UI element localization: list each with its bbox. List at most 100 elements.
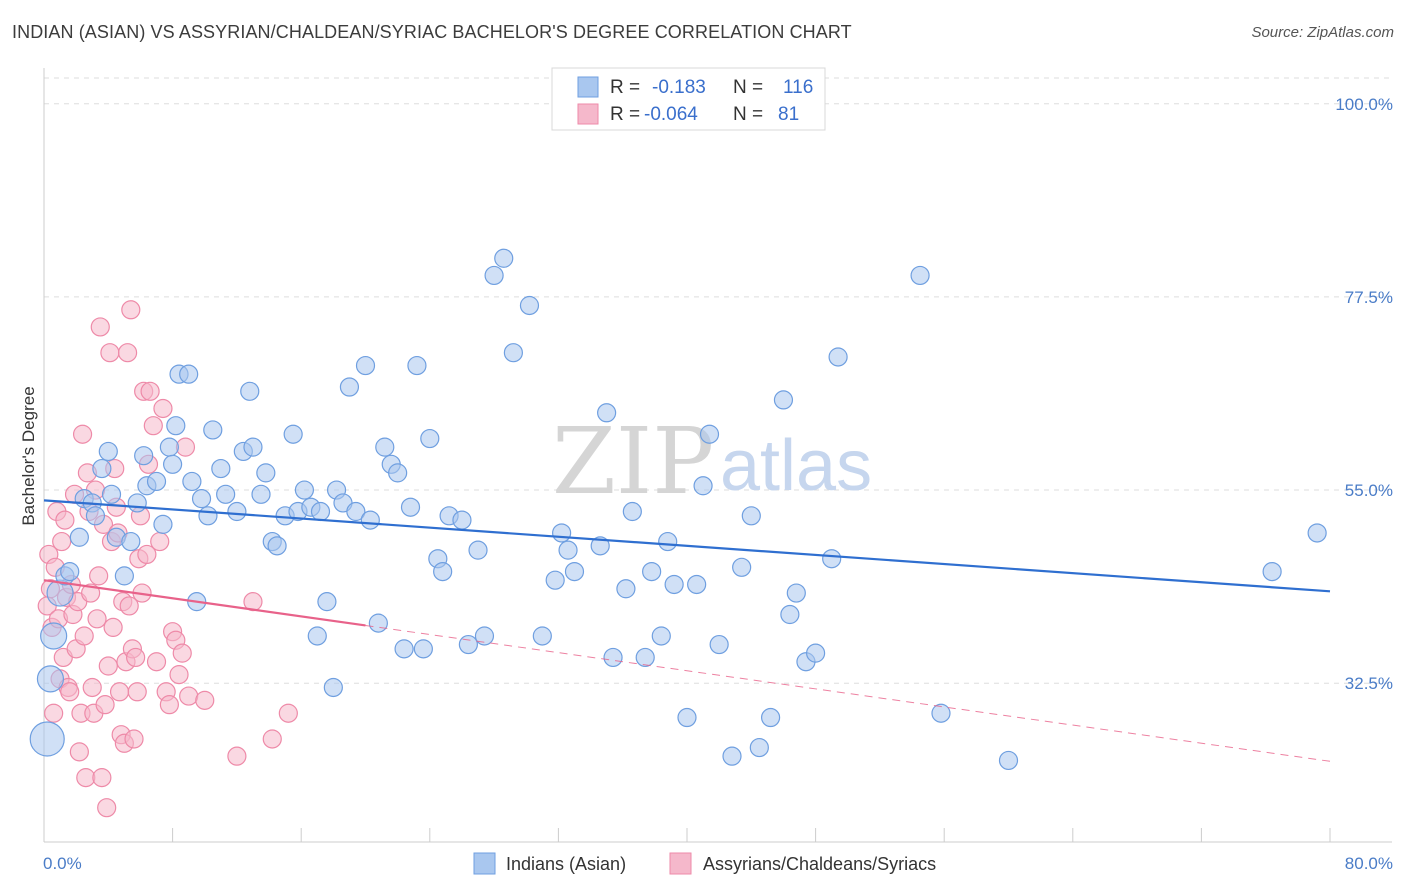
trend-line-indians <box>43 499 1331 593</box>
chart-title: INDIAN (ASIAN) VS ASSYRIAN/CHALDEAN/SYRI… <box>12 22 852 42</box>
point-indians <box>910 265 930 286</box>
point-assyrians <box>81 583 101 603</box>
point-assyrians <box>89 566 109 586</box>
point-assyrians <box>97 798 117 818</box>
point-indians <box>36 665 65 693</box>
point-indians <box>658 531 678 552</box>
y-tick-label: 100.0% <box>1335 95 1393 114</box>
point-indians <box>603 647 623 668</box>
legend-r-label: R = <box>610 77 640 98</box>
point-indians <box>179 364 199 384</box>
point-indians <box>256 463 276 483</box>
y-tick-label: 55.0% <box>1345 481 1393 500</box>
point-indians <box>400 497 421 517</box>
point-indians <box>709 634 729 655</box>
watermark: ZIP atlas <box>552 408 872 515</box>
point-indians <box>651 626 671 646</box>
point-assyrians <box>76 768 96 788</box>
point-indians <box>1307 523 1327 543</box>
point-assyrians <box>98 656 118 676</box>
legend-swatch-pink <box>577 103 599 125</box>
point-indians <box>85 506 106 526</box>
point-indians <box>92 458 112 479</box>
point-indians <box>114 566 134 586</box>
y-tick-label: 32.5% <box>1345 674 1393 693</box>
point-indians <box>182 471 202 492</box>
point-indians <box>452 510 472 530</box>
point-indians <box>394 639 414 659</box>
point-indians <box>267 536 287 556</box>
point-indians <box>597 403 617 423</box>
point-indians <box>243 437 263 457</box>
point-indians <box>227 501 247 522</box>
point-indians <box>339 377 360 397</box>
point-assyrians <box>82 677 102 698</box>
y-tick-label: 77.5% <box>1345 288 1393 307</box>
point-assyrians <box>74 626 94 646</box>
point-indians <box>407 355 427 376</box>
point-indians <box>931 703 951 723</box>
point-indians <box>532 626 552 646</box>
y-axis-title: Bachelor's Degree <box>19 386 38 525</box>
point-assyrians <box>109 682 130 702</box>
point-indians <box>203 420 223 440</box>
point-indians <box>760 707 781 728</box>
point-indians <box>420 428 440 449</box>
point-indians <box>749 737 769 758</box>
point-assyrians <box>169 665 189 685</box>
point-assyrians <box>124 729 144 749</box>
point-indians <box>159 437 179 457</box>
point-indians <box>732 557 752 577</box>
point-indians <box>310 501 331 522</box>
point-indians <box>642 561 662 582</box>
point-indians <box>677 707 697 728</box>
point-indians <box>622 501 642 522</box>
point-assyrians <box>195 690 215 710</box>
point-indians <box>240 381 260 401</box>
point-indians <box>484 265 504 286</box>
x-tick-label: 80.0% <box>1345 854 1393 873</box>
point-indians <box>552 523 572 543</box>
point-assyrians <box>153 398 173 419</box>
point-assyrians <box>103 617 123 637</box>
watermark-atlas: atlas <box>720 426 872 506</box>
point-indians <box>616 579 636 599</box>
point-indians <box>558 540 578 560</box>
point-assyrians <box>69 742 89 762</box>
point-indians <box>1262 561 1282 582</box>
point-indians <box>251 484 271 504</box>
point-indians <box>134 446 154 466</box>
point-assyrians <box>72 424 93 444</box>
point-indians <box>564 561 585 582</box>
point-indians <box>360 510 380 530</box>
point-indians <box>307 626 327 646</box>
source-credit: Source: ZipAtlas.com <box>1251 24 1394 41</box>
point-indians <box>494 248 514 268</box>
point-indians <box>503 343 523 363</box>
point-indians <box>413 639 433 659</box>
point-assyrians <box>175 437 196 457</box>
watermark-zip: ZIP <box>552 408 714 515</box>
point-indians <box>163 454 183 474</box>
point-indians <box>786 583 806 603</box>
point-assyrians <box>127 682 147 702</box>
bottom-legend: Indians (Asian) Assyrians/Chaldeans/Syri… <box>473 852 936 875</box>
point-indians <box>545 570 565 590</box>
legend-n-label: N = <box>733 77 763 98</box>
legend-swatch-blue <box>577 76 599 98</box>
point-assyrians <box>117 343 138 363</box>
axes <box>43 68 1392 843</box>
legend-r-value: -0.064 <box>644 104 698 125</box>
point-indians <box>388 463 408 483</box>
point-indians <box>773 390 794 410</box>
point-indians <box>60 561 80 582</box>
point-indians <box>29 721 65 757</box>
point-indians <box>323 677 343 698</box>
legend-n-value: 81 <box>778 104 799 125</box>
point-assyrians <box>90 317 110 337</box>
y-tick-labels: 32.5% 55.0% 77.5% 100.0% <box>1335 95 1393 693</box>
point-assyrians <box>137 544 157 565</box>
point-assyrians <box>52 531 72 552</box>
point-assyrians <box>262 729 282 749</box>
point-assyrians <box>100 343 120 363</box>
